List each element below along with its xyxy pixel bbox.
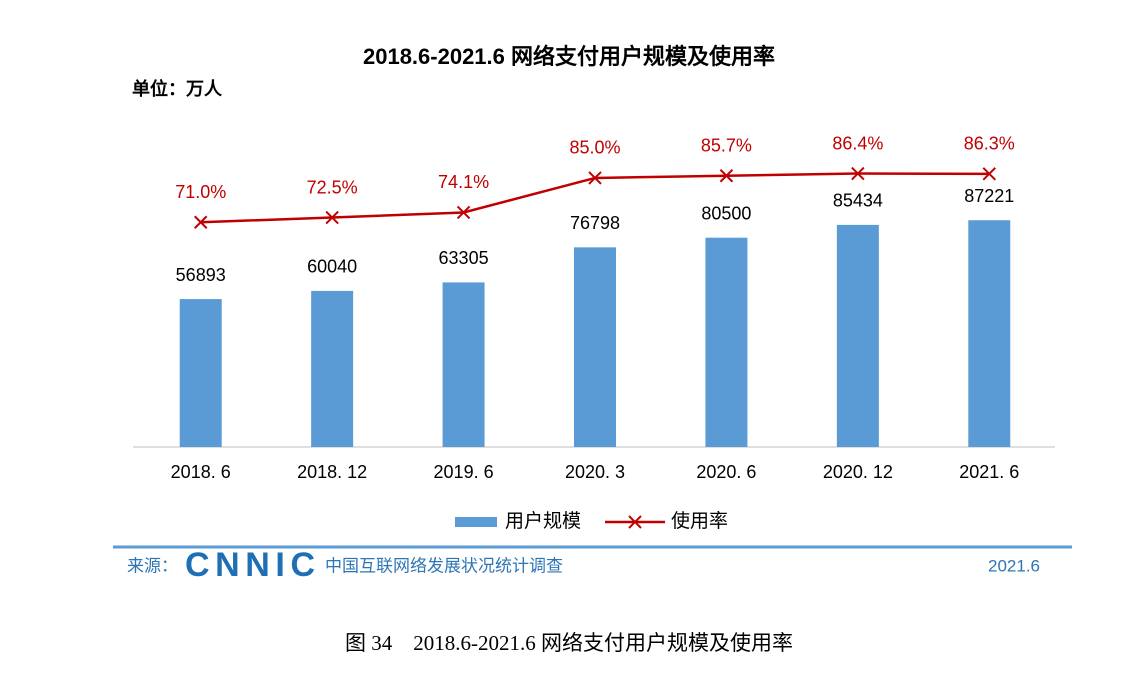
data-label: 72.5% <box>307 177 358 197</box>
logo: CNNIC <box>185 546 315 584</box>
chart-title: 2018.6-2021.6 网络支付用户规模及使用率 <box>363 44 775 69</box>
marker <box>456 205 471 220</box>
x-tick-label: 2018. 6 <box>171 462 231 482</box>
date: 2021.6 <box>988 556 1040 575</box>
bar <box>442 282 485 447</box>
bar <box>574 247 616 447</box>
data-label: 63305 <box>439 248 489 268</box>
bar <box>836 224 879 447</box>
data-label: 86.3% <box>964 134 1015 154</box>
data-label: 87221 <box>964 186 1014 206</box>
marker <box>588 171 602 185</box>
source: 中国互联网络发展状况统计调查 <box>325 556 563 575</box>
x-tick-label: 2019. 6 <box>434 462 494 482</box>
unit-label: 单位：万人 <box>132 78 223 99</box>
legend-label: 使用率 <box>671 510 728 532</box>
caption: 图 34 2018.6-2021.6 网络支付用户规模及使用率 <box>345 631 793 655</box>
data-label: 76798 <box>570 213 620 233</box>
data-label: 56893 <box>176 265 226 285</box>
source-label: 来源： <box>127 556 178 575</box>
marker <box>194 215 208 229</box>
data-label: 85.7% <box>701 135 752 155</box>
marker <box>719 169 734 183</box>
bar <box>311 290 354 447</box>
data-label: 85.0% <box>569 138 620 158</box>
bar <box>179 299 222 447</box>
data-label: 74.1% <box>438 172 489 192</box>
bar <box>968 220 1011 447</box>
marker <box>325 210 339 225</box>
legend-label: 用户规模 <box>505 510 581 532</box>
x-tick-label: 2020. 12 <box>823 462 893 482</box>
marker <box>982 167 996 181</box>
legend-swatch <box>628 515 642 529</box>
data-label: 71.0% <box>175 182 226 202</box>
bar <box>705 237 748 447</box>
data-label: 85434 <box>833 191 883 211</box>
x-tick-label: 2020. 6 <box>696 462 756 482</box>
data-label: 60040 <box>307 257 357 277</box>
legend-swatch <box>455 517 497 527</box>
data-label: 86.4% <box>832 133 883 153</box>
marker <box>851 166 865 181</box>
x-tick-label: 2018. 12 <box>297 462 367 482</box>
x-tick-label: 2021. 6 <box>959 462 1019 482</box>
x-tick-label: 2020. 3 <box>565 462 625 482</box>
data-label: 80500 <box>701 203 751 223</box>
